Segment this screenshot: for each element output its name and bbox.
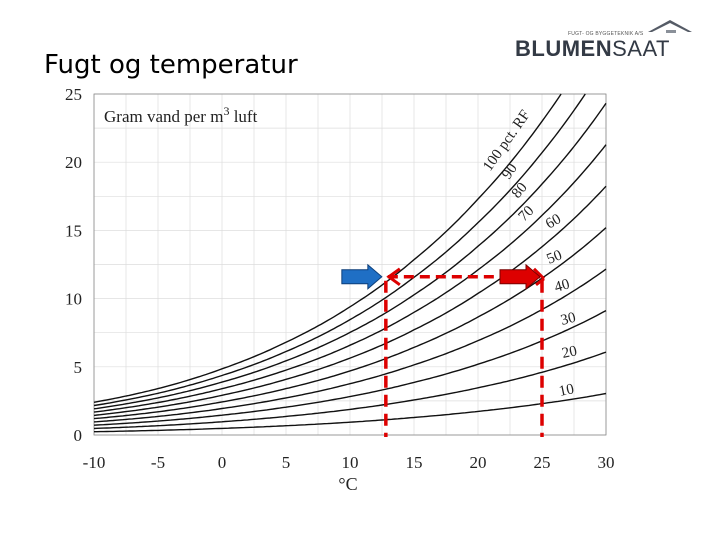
roof-logo-icon: [648, 20, 692, 33]
rh-curve-90: [93, 93, 586, 407]
x-tick-label: 20: [470, 453, 487, 472]
left-arrowhead: [386, 267, 401, 286]
x-tick-label: 15: [406, 453, 423, 472]
blue-block-arrow: [341, 263, 383, 290]
company-logo: FUGT- OG BYGGETEKNIK A/S BLUMENSAAT: [512, 20, 692, 64]
inner-label-tail: luft: [229, 107, 257, 126]
logo-wordmark: BLUMENSAAT: [515, 37, 670, 61]
rh-curve-40: [93, 268, 607, 423]
rh-label-90: 90: [499, 161, 521, 182]
rh-label-20: 20: [561, 343, 579, 362]
rh-label-70: 70: [516, 203, 538, 225]
rh-curve-60: [93, 185, 607, 417]
rh-label-50: 50: [545, 247, 565, 267]
y-tick-label: 15: [65, 221, 82, 240]
x-tick-label: -10: [83, 453, 106, 472]
red-block-arrow: [499, 263, 541, 290]
chart-inner-label: Gram vand per m3 luft: [104, 104, 258, 126]
rh-curve-80: [93, 102, 607, 410]
x-tick-label: 10: [342, 453, 359, 472]
rh-label-60: 60: [543, 211, 564, 232]
rh-curve-70: [93, 144, 607, 413]
right-arrowhead: [532, 267, 546, 286]
rh-curve-10: [94, 392, 607, 433]
rh-label-80: 80: [509, 180, 531, 202]
x-tick-label: 30: [598, 453, 615, 472]
rh-curve-100: [93, 93, 562, 403]
rh-label-30: 30: [559, 310, 577, 329]
x-tick-label: 25: [534, 453, 551, 472]
rh-curves: [93, 93, 607, 433]
x-tick-label: 0: [218, 453, 227, 472]
y-tick-label: 0: [74, 426, 83, 445]
y-tick-label: 5: [74, 358, 83, 377]
rh-curve-50: [93, 227, 607, 420]
logo-word-a: BLUMEN: [515, 36, 613, 61]
y-tick-label: 20: [65, 153, 82, 172]
inner-label-main: Gram vand per m: [104, 107, 223, 126]
x-axis-label: °C: [338, 474, 357, 494]
plot-frame: [93, 93, 607, 436]
dew-point-annotation: [341, 263, 546, 437]
tick-labels: -10 -5 0 5 10 15 20 25 30 0 5 10 15 20 25: [65, 85, 615, 472]
x-tick-label: 5: [282, 453, 291, 472]
slide-title: Fugt og temperatur: [44, 50, 298, 80]
rh-curve-20: [93, 351, 607, 430]
y-tick-label: 10: [65, 290, 82, 309]
logo-word-b: SAAT: [612, 36, 670, 61]
inner-label-sup: 3: [223, 104, 229, 118]
rh-label-10: 10: [558, 381, 576, 400]
y-tick-label: 25: [65, 85, 82, 104]
rh-curve-30: [93, 309, 607, 426]
rh-label-40: 40: [553, 276, 572, 296]
x-tick-label: -5: [151, 453, 165, 472]
logo-tagline: FUGT- OG BYGGETEKNIK A/S: [568, 31, 644, 37]
